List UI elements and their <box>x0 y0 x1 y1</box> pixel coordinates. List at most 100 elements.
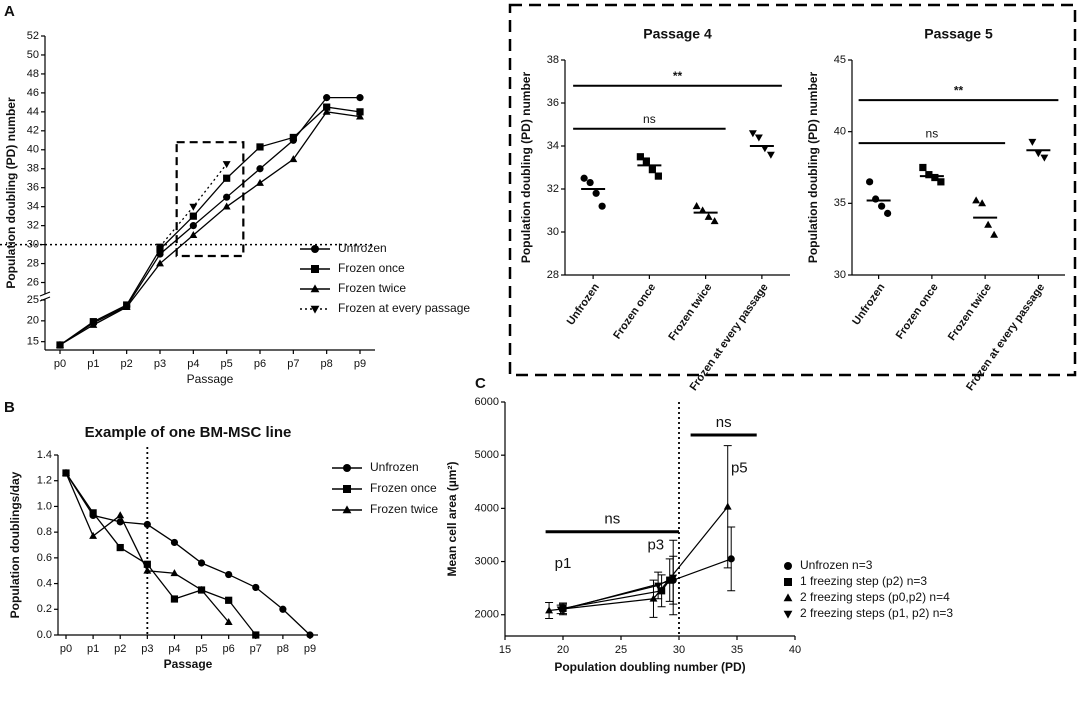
y-tick-label: 0.2 <box>37 603 52 615</box>
x-tick-label: p7 <box>250 643 262 655</box>
y-tick-label: 20 <box>27 315 39 327</box>
legend-marker <box>784 562 792 570</box>
significance-label: ns <box>716 414 732 431</box>
data-point <box>636 153 644 161</box>
data-point <box>224 618 233 626</box>
data-point <box>580 174 588 182</box>
x-tick-label: p9 <box>354 358 366 370</box>
legend-label: 2 freezing steps (p0,p2) n=4 <box>800 590 950 604</box>
legend-label: Frozen once <box>338 261 405 275</box>
data-point <box>356 108 364 116</box>
data-point <box>1034 150 1043 158</box>
y-tick-label: 0.6 <box>37 552 52 564</box>
data-point <box>143 520 151 529</box>
y-tick-label: 32 <box>27 220 39 232</box>
data-point <box>760 145 769 153</box>
data-point <box>666 576 674 584</box>
y-tick-label: 48 <box>27 68 39 80</box>
x-tick-label: Unfrozen <box>850 281 887 327</box>
data-point <box>156 243 164 251</box>
y-tick-label: 0.8 <box>37 526 52 538</box>
y-tick-label: 0.0 <box>37 629 52 641</box>
data-point <box>748 130 757 138</box>
data-point <box>754 134 763 142</box>
x-tick-label: p8 <box>321 358 333 370</box>
data-point <box>1028 138 1037 146</box>
data-point <box>669 574 678 582</box>
data-point <box>156 259 164 267</box>
data-point <box>89 320 98 328</box>
y-tick-label: 2000 <box>475 609 499 621</box>
data-point <box>556 606 565 614</box>
y-tick-label: 15 <box>27 336 39 348</box>
y-axis-label: Population doubling (PD) number <box>806 72 820 264</box>
y-tick-label: 50 <box>27 49 39 61</box>
data-point <box>256 165 264 173</box>
data-point <box>189 212 197 220</box>
legend-label: Unfrozen <box>338 241 387 255</box>
chart-title: Example of one BM-MSC line <box>85 424 292 441</box>
data-point <box>197 585 206 593</box>
y-tick-label: 42 <box>27 125 39 137</box>
x-tick-label: 30 <box>673 644 685 656</box>
significance-label: ns <box>604 511 620 528</box>
x-tick-label: Frozen once <box>894 282 941 342</box>
data-point <box>866 178 874 186</box>
y-tick-label: 44 <box>27 106 39 118</box>
data-point <box>170 595 179 603</box>
legend-label: Frozen at every passage <box>338 301 470 315</box>
legend-marker <box>783 593 793 602</box>
axis-break <box>39 291 51 297</box>
x-tick-label: 20 <box>557 644 569 656</box>
data-point <box>978 199 987 207</box>
data-point <box>654 582 663 590</box>
legend-marker <box>311 245 319 253</box>
data-point <box>937 178 945 186</box>
x-tick-label: p1 <box>87 643 99 655</box>
data-point <box>116 511 125 519</box>
x-tick-label: p3 <box>154 358 166 370</box>
y-axis-label: Population doubling (PD) number <box>519 72 533 264</box>
data-point <box>710 217 719 225</box>
y-tick-label: 36 <box>547 97 559 109</box>
legend-label: Frozen once <box>370 481 437 495</box>
data-point <box>727 555 735 563</box>
significance-label: ** <box>673 69 683 83</box>
x-tick-label: 40 <box>789 644 801 656</box>
y-axis-label: Population doublings/day <box>8 471 22 618</box>
legend-marker <box>310 305 320 314</box>
data-point <box>189 222 197 230</box>
data-point <box>323 103 331 111</box>
x-tick-label: 25 <box>615 644 627 656</box>
data-point <box>256 143 264 151</box>
y-tick-label: 4000 <box>475 502 499 514</box>
data-point <box>704 212 713 220</box>
data-point <box>649 594 658 602</box>
y-tick-label: 3000 <box>475 555 499 567</box>
data-point <box>766 151 775 159</box>
y-tick-label: 30 <box>834 269 846 281</box>
data-point <box>919 163 927 172</box>
point-annotation: p5 <box>731 459 748 476</box>
y-tick-label: 52 <box>27 30 39 42</box>
highlight-box <box>175 141 245 258</box>
y-tick-label: 40 <box>27 144 39 156</box>
significance-label: ns <box>926 126 939 140</box>
series-line <box>65 472 311 636</box>
data-point <box>225 596 233 604</box>
legend-label: 1 freezing step (p2) n=3 <box>800 574 927 588</box>
x-tick-label: Frozen twice <box>666 282 714 343</box>
x-tick-label: p6 <box>223 643 235 655</box>
x-axis-label: Passage <box>187 372 234 386</box>
x-tick-label: p4 <box>187 358 199 370</box>
significance-label: ns <box>643 112 656 126</box>
data-point <box>225 570 233 579</box>
data-point <box>1040 154 1049 162</box>
data-point <box>698 206 707 214</box>
x-tick-label: p1 <box>87 358 99 370</box>
x-tick-label: p3 <box>141 643 153 655</box>
panel-label: A <box>4 3 15 20</box>
data-point <box>984 220 993 228</box>
data-point <box>356 112 364 120</box>
x-tick-label: p5 <box>195 643 207 655</box>
